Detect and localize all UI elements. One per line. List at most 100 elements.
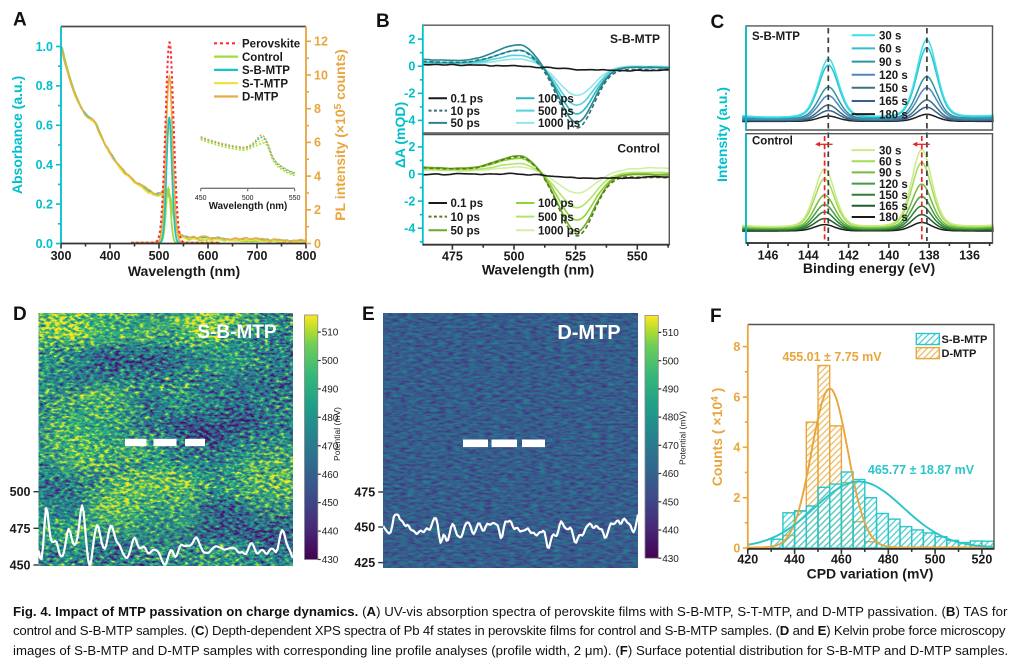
svg-text:Binding energy (eV): Binding energy (eV) xyxy=(803,260,935,276)
svg-text:Control: Control xyxy=(242,52,283,64)
svg-text:60 s: 60 s xyxy=(879,44,901,56)
svg-text:ΔA (mOD): ΔA (mOD) xyxy=(392,102,408,168)
svg-text:D-MTP: D-MTP xyxy=(942,348,977,360)
svg-text:480: 480 xyxy=(662,413,679,424)
svg-text:500: 500 xyxy=(10,485,31,499)
svg-text:S-B-MTP: S-B-MTP xyxy=(610,32,660,46)
svg-text:525: 525 xyxy=(565,250,586,264)
svg-text:Control: Control xyxy=(617,142,660,156)
svg-text:Wavelength (nm): Wavelength (nm) xyxy=(128,263,240,279)
svg-text:4: 4 xyxy=(314,169,321,183)
svg-text:440: 440 xyxy=(322,527,339,538)
svg-text:4: 4 xyxy=(733,441,740,455)
svg-text:450: 450 xyxy=(354,521,375,535)
svg-text:Intensity (a.u.): Intensity (a.u.) xyxy=(714,87,730,182)
svg-text:500 ps: 500 ps xyxy=(538,106,574,118)
svg-text:S-T-MTP: S-T-MTP xyxy=(242,78,288,90)
svg-text:455.01 ± 7.75 mV: 455.01 ± 7.75 mV xyxy=(782,350,882,364)
svg-text:475: 475 xyxy=(10,522,31,536)
svg-text:1000 ps: 1000 ps xyxy=(538,118,580,130)
svg-text:136: 136 xyxy=(959,249,980,263)
svg-text:12: 12 xyxy=(314,35,328,49)
svg-text:0.4: 0.4 xyxy=(36,158,53,172)
svg-text:550: 550 xyxy=(289,195,301,202)
svg-text:475: 475 xyxy=(442,250,463,264)
svg-text:Wavelength (nm): Wavelength (nm) xyxy=(209,201,288,212)
svg-text:500: 500 xyxy=(322,356,339,367)
svg-text:50 ps: 50 ps xyxy=(451,118,480,130)
svg-text:460: 460 xyxy=(831,552,852,566)
svg-text:460: 460 xyxy=(662,469,679,480)
svg-text:Wavelength (nm): Wavelength (nm) xyxy=(482,262,594,278)
svg-text:S-B-MTP: S-B-MTP xyxy=(752,31,800,43)
svg-text:S-B-MTP: S-B-MTP xyxy=(242,65,290,77)
svg-text:430: 430 xyxy=(322,555,339,566)
svg-text:550: 550 xyxy=(627,250,648,264)
svg-text:8: 8 xyxy=(733,340,740,354)
svg-text:146: 146 xyxy=(758,249,779,263)
svg-text:50 ps: 50 ps xyxy=(451,225,480,237)
svg-text:465.77 ± 18.87 mV: 465.77 ± 18.87 mV xyxy=(868,463,975,477)
svg-text:6: 6 xyxy=(314,136,321,150)
svg-text:S-B-MTP: S-B-MTP xyxy=(197,322,276,343)
svg-text:470: 470 xyxy=(662,441,679,452)
svg-text:10 ps: 10 ps xyxy=(451,212,480,224)
svg-text:500: 500 xyxy=(504,250,525,264)
svg-text:30 s: 30 s xyxy=(879,31,901,43)
svg-text:800: 800 xyxy=(296,249,317,263)
svg-text:500 ps: 500 ps xyxy=(538,212,574,224)
svg-text:510: 510 xyxy=(662,328,679,339)
svg-text:C: C xyxy=(711,12,725,33)
svg-text:D: D xyxy=(13,304,27,325)
svg-text:490: 490 xyxy=(322,385,339,396)
svg-text:100 ps: 100 ps xyxy=(538,94,574,106)
svg-text:6: 6 xyxy=(733,390,740,404)
svg-text:10: 10 xyxy=(314,68,328,82)
svg-text:-4: -4 xyxy=(404,114,415,128)
svg-text:A: A xyxy=(13,10,27,31)
svg-text:120 s: 120 s xyxy=(879,70,908,82)
svg-text:S-B-MTP: S-B-MTP xyxy=(942,334,988,346)
svg-text:120 s: 120 s xyxy=(879,179,908,191)
svg-text:138: 138 xyxy=(919,249,940,263)
svg-text:8: 8 xyxy=(314,102,321,116)
svg-text:490: 490 xyxy=(662,385,679,396)
svg-text:440: 440 xyxy=(784,552,805,566)
svg-text:500: 500 xyxy=(149,249,170,263)
svg-text:475: 475 xyxy=(354,486,375,500)
svg-text:D-MTP: D-MTP xyxy=(557,322,620,344)
svg-text:1000 ps: 1000 ps xyxy=(538,225,580,237)
svg-text:Counts ( ×104 ): Counts ( ×104 ) xyxy=(709,388,725,487)
svg-text:420: 420 xyxy=(737,552,758,566)
svg-text:0: 0 xyxy=(733,541,740,555)
svg-text:450: 450 xyxy=(195,195,207,202)
svg-text:180 s: 180 s xyxy=(879,212,908,224)
svg-text:300: 300 xyxy=(51,249,72,263)
svg-text:165 s: 165 s xyxy=(879,96,908,108)
svg-text:0.1 ps: 0.1 ps xyxy=(451,94,484,106)
svg-text:CPD variation (mV): CPD variation (mV) xyxy=(807,566,934,582)
svg-text:480: 480 xyxy=(322,413,339,424)
svg-text:0.8: 0.8 xyxy=(36,79,53,93)
svg-text:Perovskite: Perovskite xyxy=(242,39,300,51)
svg-text:500: 500 xyxy=(662,356,679,367)
svg-text:Potential (mV): Potential (mV) xyxy=(332,407,342,461)
svg-text:470: 470 xyxy=(322,441,339,452)
svg-text:0: 0 xyxy=(408,60,415,74)
svg-text:180 s: 180 s xyxy=(879,109,908,121)
svg-text:510: 510 xyxy=(322,328,339,339)
svg-text:Absorbance (a.u.): Absorbance (a.u.) xyxy=(9,76,25,194)
svg-text:0.0: 0.0 xyxy=(36,237,53,251)
svg-text:450: 450 xyxy=(10,559,31,573)
svg-text:2: 2 xyxy=(408,140,415,154)
svg-text:-2: -2 xyxy=(404,194,415,208)
svg-text:150 s: 150 s xyxy=(879,83,908,95)
svg-text:D-MTP: D-MTP xyxy=(242,92,279,104)
svg-text:400: 400 xyxy=(100,249,121,263)
svg-text:450: 450 xyxy=(322,498,339,509)
svg-text:Control: Control xyxy=(752,136,793,148)
svg-text:1.0: 1.0 xyxy=(36,40,53,54)
svg-text:0: 0 xyxy=(408,167,415,181)
svg-text:440: 440 xyxy=(662,526,679,537)
svg-text:500: 500 xyxy=(242,195,254,202)
